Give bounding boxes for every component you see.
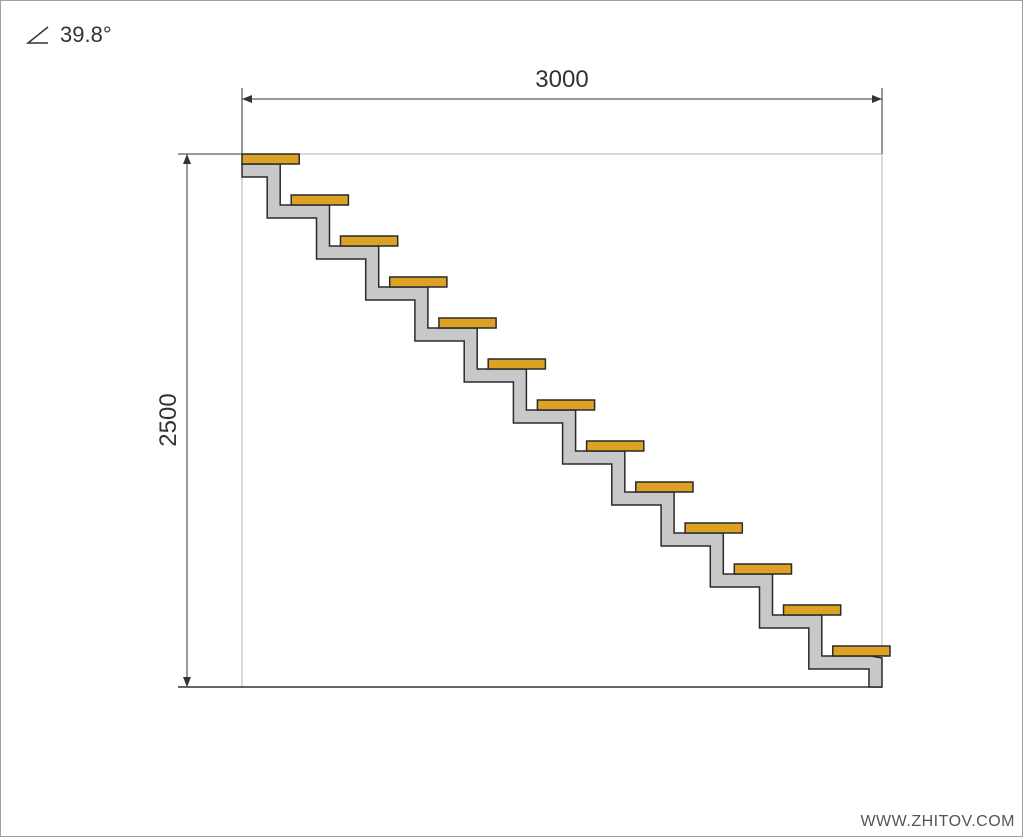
tread-12 <box>782 604 842 616</box>
angle-value: 39.8° <box>60 22 112 47</box>
tread-3 <box>339 235 399 247</box>
width-dimension: 3000 <box>241 66 883 154</box>
tread-7 <box>536 399 596 411</box>
tread-9 <box>635 481 694 493</box>
tread-6 <box>487 358 547 370</box>
tread-5 <box>438 317 497 329</box>
tread-8 <box>585 440 645 452</box>
tread-4 <box>388 276 448 288</box>
tread-10 <box>684 522 744 534</box>
treads <box>241 153 891 657</box>
guide-lines <box>241 153 883 687</box>
height-dimension: 2500 <box>155 153 242 688</box>
watermark: WWW.ZHITOV.COM <box>860 813 1015 830</box>
tread-1 <box>241 153 300 165</box>
angle-indicator: 39.8° <box>26 22 112 48</box>
height-dimension-label: 2500 <box>155 393 182 446</box>
tread-13 <box>832 645 891 657</box>
angle-icon <box>26 26 49 44</box>
tread-2 <box>290 194 350 206</box>
width-dimension-label: 3000 <box>535 66 588 93</box>
tread-11 <box>733 563 793 575</box>
